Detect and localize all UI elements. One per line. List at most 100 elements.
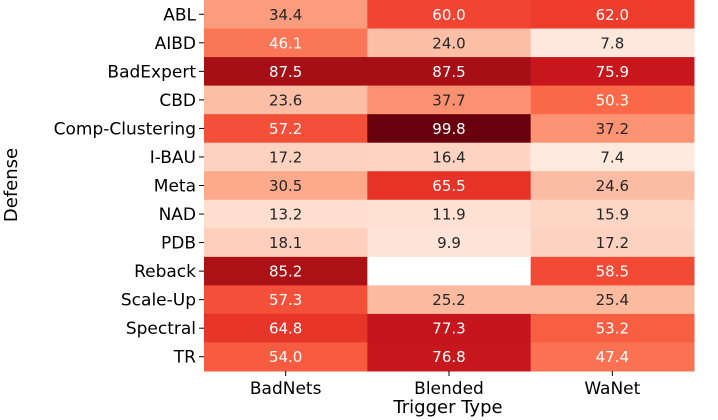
- y-tick-label: Comp-Clustering: [54, 119, 196, 139]
- cell-value-label: 9.9: [437, 234, 461, 252]
- x-axis-title: Trigger Type: [392, 397, 502, 418]
- heatmap-cell: [204, 57, 368, 87]
- cell-value-label: 99.8: [432, 120, 465, 138]
- y-tick-label: Spectral: [126, 319, 196, 339]
- y-tick-label: ABL: [163, 5, 196, 25]
- heatmap-cell: [530, 199, 695, 229]
- y-tick-label: I-BAU: [150, 148, 196, 168]
- heatmap-cell: [204, 285, 368, 315]
- heatmap-cell: [367, 285, 532, 315]
- cell-value-label: 85.2: [269, 263, 302, 281]
- x-tick-label: WaNet: [584, 379, 640, 399]
- heatmap-cell: [530, 171, 695, 201]
- cell-value-label: 65.5: [432, 177, 465, 195]
- heatmap-cell: [367, 313, 532, 343]
- cell-value-label: 30.5: [269, 177, 302, 195]
- y-tick-label: Scale-Up: [121, 291, 196, 311]
- cell-value-label: 47.4: [596, 348, 629, 366]
- cell-value-label: 76.8: [432, 348, 465, 366]
- cell-value-label: 16.4: [432, 148, 465, 166]
- heatmap-cell: [367, 256, 532, 286]
- heatmap-cell: [204, 28, 368, 58]
- cell-value-label: 57.2: [269, 120, 302, 138]
- heatmap-cell: [530, 285, 695, 315]
- cell-value-label: 87.5: [269, 63, 302, 81]
- heatmap-cell: [530, 0, 695, 30]
- cell-value-label: 25.4: [596, 291, 629, 309]
- cell-value-label: 58.5: [596, 263, 629, 281]
- y-tick-label: Meta: [154, 177, 196, 197]
- x-tick-label: Blended: [414, 379, 484, 399]
- cell-value-label: 7.8: [600, 34, 624, 52]
- heatmap-cell: [530, 57, 695, 87]
- heatmap-cell: [204, 199, 368, 229]
- cell-value-label: 34.4: [269, 6, 302, 24]
- heatmap-cell: [530, 85, 695, 115]
- heatmap-cell: [367, 228, 532, 258]
- heatmap-cell: [367, 0, 532, 30]
- cell-value-label: 53.2: [596, 320, 629, 338]
- heatmap-cell: [204, 85, 368, 115]
- cell-value-label: 46.1: [269, 34, 302, 52]
- x-tick-label: BadNets: [250, 379, 322, 399]
- cell-value-label: 7.4: [600, 148, 624, 166]
- cell-value-label: 60.0: [432, 6, 465, 24]
- cell-value-label: 18.1: [269, 234, 302, 252]
- heatmap-cell: [530, 28, 695, 58]
- y-axis-ticks: ABL AIBD BadExpert CBD Comp-Clustering I-BAU M…: [54, 5, 204, 368]
- heatmap-cell: [530, 228, 695, 258]
- heatmap-cell: [367, 57, 532, 87]
- heatmap-cell: [204, 171, 368, 201]
- cell-value-label: 64.8: [269, 320, 302, 338]
- cell-value-label: 54.0: [269, 348, 302, 366]
- cell-value-label: 17.2: [269, 148, 302, 166]
- heatmap-cell: [204, 142, 368, 172]
- cell-value-label: 62.0: [596, 6, 629, 24]
- heatmap-cell: [204, 313, 368, 343]
- cell-value-label: 24.6: [596, 177, 629, 195]
- cell-value-label: 24.0: [432, 34, 465, 52]
- cell-value-label: 25.2: [432, 291, 465, 309]
- y-tick-label: Reback: [134, 262, 196, 282]
- heatmap-cell: [367, 85, 532, 115]
- heatmap-cell: [367, 199, 532, 229]
- heatmap-cell: [204, 228, 368, 258]
- x-axis-ticks: BadNets Blended WaNet: [250, 371, 641, 399]
- cell-value-label: 13.2: [269, 206, 302, 224]
- cell-value-label: 37.7: [432, 91, 465, 109]
- heatmap-cell: [204, 256, 368, 286]
- cell-value-label: 77.3: [432, 320, 465, 338]
- heatmap-cell: [367, 28, 532, 58]
- heatmap-cell: [530, 342, 695, 372]
- heatmap-cell: [367, 171, 532, 201]
- y-tick-label: NAD: [159, 205, 196, 225]
- cell-value-labels: 34.4 60.0 62.0 46.1 24.0 7.8 87.5 87.5 75.9 23.6 3…: [269, 6, 629, 366]
- heatmap-cells: [204, 0, 695, 372]
- heatmap-cell: [204, 114, 368, 144]
- heatmap-cell: [530, 114, 695, 144]
- cell-value-label: 11.9: [432, 206, 465, 224]
- heatmap-cell: [530, 313, 695, 343]
- cell-value-label: 75.9: [596, 63, 629, 81]
- y-tick-label: CBD: [159, 91, 196, 111]
- y-tick-label: TR: [173, 348, 196, 368]
- heatmap-cell: [367, 342, 532, 372]
- heatmap-cell: [530, 142, 695, 172]
- cell-value-label: 37.2: [596, 120, 629, 138]
- heatmap-cell: [204, 0, 368, 30]
- cell-value-label: 15.9: [596, 206, 629, 224]
- heatmap-cell: [204, 342, 368, 372]
- heatmap-cell: [367, 114, 532, 144]
- y-tick-label: BadExpert: [107, 62, 196, 82]
- heatmap-cell: [367, 142, 532, 172]
- y-tick-label: PDB: [161, 234, 196, 254]
- heatmap-cell: [530, 256, 695, 286]
- cell-value-label: 17.2: [596, 234, 629, 252]
- cell-value-label: 50.3: [596, 91, 629, 109]
- cell-value-label: 87.5: [432, 63, 465, 81]
- y-axis-title: Defense: [1, 148, 22, 222]
- cell-value-label: 23.6: [269, 91, 302, 109]
- y-tick-label: AIBD: [155, 34, 196, 54]
- cell-value-label: 57.3: [269, 291, 302, 309]
